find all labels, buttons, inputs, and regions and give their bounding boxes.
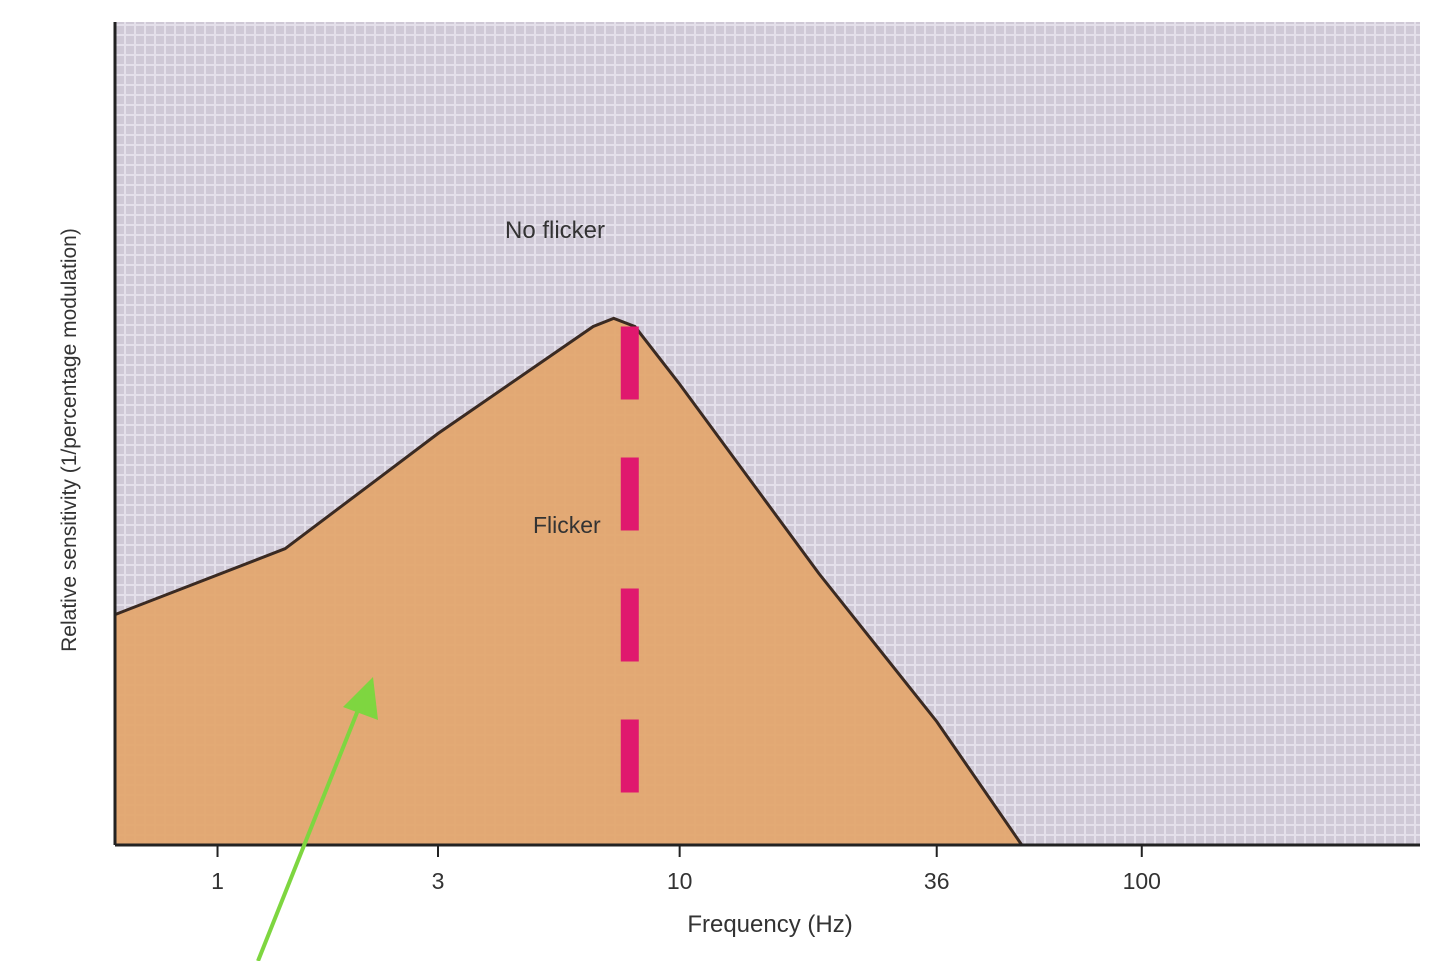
no-flicker-label: No flicker — [505, 217, 605, 244]
x-tick-label: 1 — [211, 868, 224, 894]
flicker-region — [115, 318, 1022, 845]
green-arrow-shaft — [256, 699, 364, 961]
x-ticks: 1 3 10 36 100 — [211, 845, 1161, 894]
x-tick-label: 10 — [667, 868, 693, 894]
x-tick-label: 3 — [432, 868, 445, 894]
y-axis-label: Relative sensitivity (1/percentage modul… — [58, 228, 81, 652]
x-axis-label: Frequency (Hz) — [687, 911, 852, 938]
x-tick-label: 36 — [924, 868, 950, 894]
green-arrow — [256, 677, 378, 961]
sensitivity-curve — [114, 316, 1024, 846]
green-arrow-head — [343, 677, 378, 720]
x-tick-label: 100 — [1123, 868, 1161, 894]
flicker-label: Flicker — [533, 512, 601, 538]
